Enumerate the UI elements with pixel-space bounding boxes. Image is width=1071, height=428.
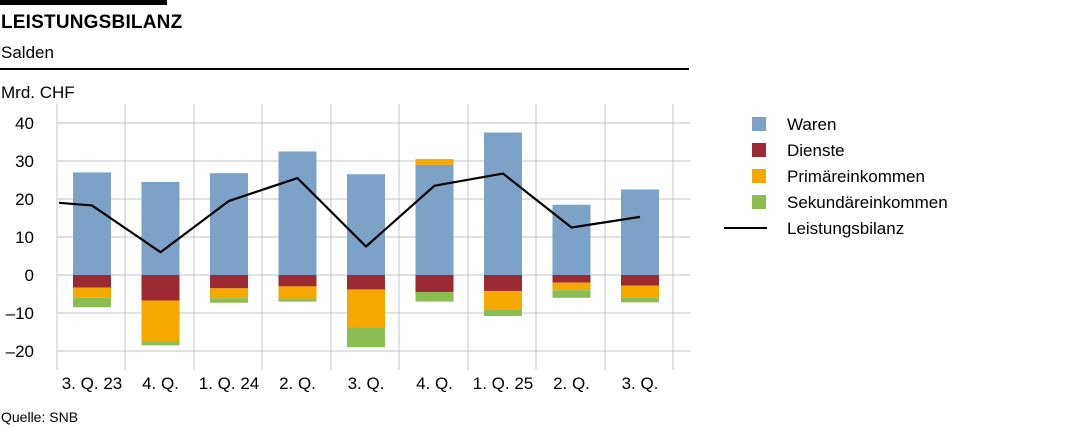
bar-segment-waren — [210, 173, 248, 275]
x-tick-label: 3. Q. — [348, 374, 385, 393]
top-rule — [0, 0, 167, 5]
bar-segment-sekundäreinkommen — [141, 341, 180, 346]
bar-segment-primäreinkommen — [552, 282, 591, 291]
line-layer — [58, 172, 641, 254]
bar-segment-dienste — [415, 275, 454, 293]
bar-segment-sekundäreinkommen — [210, 298, 248, 303]
x-tick-label: 1. Q. 25 — [473, 374, 533, 393]
legend-label: Waren — [787, 115, 836, 134]
bar-segment-waren — [415, 164, 454, 275]
bar-segment-primäreinkommen — [73, 287, 111, 298]
bar-segment-waren — [552, 204, 591, 275]
legend-label: Primäreinkommen — [787, 167, 925, 186]
legend-label: Leistungsbilanz — [787, 219, 904, 238]
bar-segment-sekundäreinkommen — [347, 327, 385, 348]
bar-segment-waren — [347, 174, 385, 275]
legend-layer: Waren Dienste Primäreinkommen Sekundäreinko… — [724, 115, 948, 238]
chart-title: LEISTUNGSBILANZ — [1, 12, 183, 33]
bar-segment-waren — [73, 172, 111, 275]
x-tick-label: 3. Q. 23 — [62, 374, 122, 393]
legend-label: Sekundäreinkommen — [787, 193, 948, 212]
legend-swatch — [752, 195, 766, 209]
x-tick-label: 4. Q. — [416, 374, 453, 393]
y-tick-label: –20 — [6, 342, 34, 361]
y-axis-unit: Mrd. CHF — [1, 83, 75, 102]
bar-segment-waren — [484, 132, 522, 275]
chart-subtitle: Salden — [1, 43, 54, 62]
legend-label: Dienste — [787, 141, 845, 160]
y-tick-label: –10 — [6, 304, 34, 323]
bar-segment-sekundäreinkommen — [621, 297, 659, 303]
legend-swatch — [752, 117, 766, 131]
bar-segment-waren — [278, 151, 317, 275]
bar-segment-dienste — [484, 275, 522, 291]
bar-segment-sekundäreinkommen — [73, 297, 111, 308]
y-tick-label: 0 — [25, 266, 34, 285]
bar-segment-dienste — [621, 275, 659, 286]
bar-layer — [73, 132, 659, 348]
bar-segment-primäreinkommen — [210, 288, 248, 299]
bar-segment-dienste — [210, 275, 248, 289]
legend-swatch — [752, 169, 766, 183]
x-tick-label: 2. Q. — [553, 374, 590, 393]
bar-segment-dienste — [347, 275, 385, 290]
bar-segment-sekundäreinkommen — [552, 290, 591, 298]
bar-segment-dienste — [73, 275, 111, 288]
bar-segment-primäreinkommen — [621, 285, 659, 298]
source-note: Quelle: SNB — [1, 409, 79, 425]
bar-segment-sekundäreinkommen — [415, 292, 454, 302]
bar-segment-dienste — [278, 275, 317, 287]
bar-segment-waren — [141, 181, 180, 275]
y-tick-label: 30 — [15, 152, 34, 171]
x-tick-label: 4. Q. — [142, 374, 179, 393]
bar-segment-dienste — [552, 275, 591, 283]
bar-segment-sekundäreinkommen — [278, 298, 317, 302]
line-series-leistungsbilanz — [58, 172, 641, 254]
bar-segment-dienste — [141, 275, 180, 301]
x-tick-label: 1. Q. 24 — [199, 374, 259, 393]
bar-segment-waren — [621, 189, 659, 275]
bar-segment-primäreinkommen — [415, 159, 454, 165]
bar-segment-sekundäreinkommen — [484, 309, 522, 317]
bar-segment-primäreinkommen — [278, 286, 317, 299]
bar-segment-primäreinkommen — [141, 300, 180, 342]
y-tick-label: 10 — [15, 228, 34, 247]
header-rule — [0, 68, 689, 70]
y-tick-label: 20 — [15, 190, 34, 209]
bar-segment-primäreinkommen — [484, 290, 522, 310]
x-tick-label: 2. Q. — [279, 374, 316, 393]
y-tick-label: 40 — [15, 114, 34, 133]
legend-swatch — [752, 143, 766, 157]
x-tick-label: 3. Q. — [622, 374, 659, 393]
bar-segment-primäreinkommen — [347, 289, 385, 328]
axis-layer: 40 30 20 10 0 –10 –20 3. Q. 23 4. Q. 1. Q. 24 2. Q… — [6, 114, 659, 393]
